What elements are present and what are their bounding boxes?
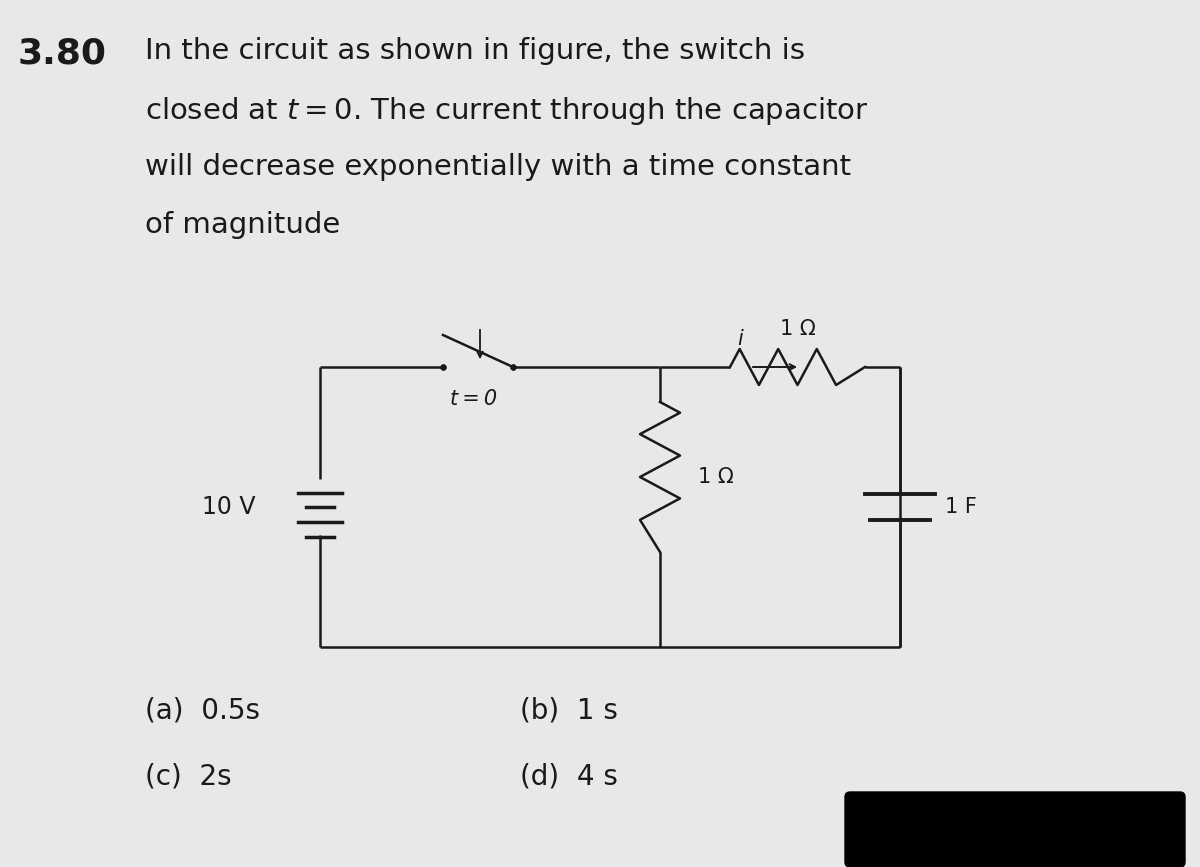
- Text: (b)  1 s: (b) 1 s: [520, 697, 618, 725]
- Text: closed at $t$ = 0. The current through the capacitor: closed at $t$ = 0. The current through t…: [145, 95, 869, 127]
- Text: of magnitude: of magnitude: [145, 211, 341, 239]
- Text: 1 Ω: 1 Ω: [780, 319, 815, 339]
- Text: In the circuit as shown in figure, the switch is: In the circuit as shown in figure, the s…: [145, 37, 805, 65]
- Text: (c)  2s: (c) 2s: [145, 762, 232, 790]
- Text: 1 Ω: 1 Ω: [698, 467, 733, 487]
- Text: i: i: [737, 329, 743, 349]
- Text: t = 0: t = 0: [450, 389, 497, 409]
- Text: 1 F: 1 F: [946, 497, 977, 517]
- FancyBboxPatch shape: [845, 792, 1186, 867]
- Text: will decrease exponentially with a time constant: will decrease exponentially with a time …: [145, 153, 851, 181]
- Text: (a)  0.5s: (a) 0.5s: [145, 697, 260, 725]
- Text: 10 V: 10 V: [202, 495, 256, 519]
- Text: 3.80: 3.80: [18, 37, 107, 71]
- Text: (d)  4 s: (d) 4 s: [520, 762, 618, 790]
